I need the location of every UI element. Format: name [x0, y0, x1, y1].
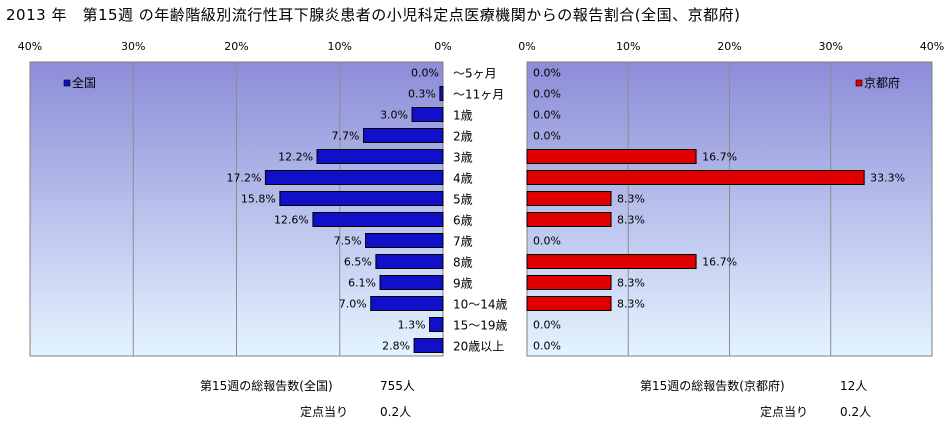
- national-data-label: 15.8%: [241, 193, 276, 206]
- national-data-label: 7.0%: [339, 298, 367, 311]
- kyoto-bar: [526, 191, 612, 206]
- national-data-label: 12.6%: [274, 214, 309, 227]
- national-data-label: 2.8%: [382, 340, 410, 353]
- national-bar: [375, 254, 444, 269]
- national-per-label: 定点当り: [300, 405, 349, 419]
- age-category-label: 〜5ヶ月: [453, 67, 497, 81]
- age-category-label: 7歳: [453, 235, 473, 249]
- kyoto-tick-label: 0%: [518, 40, 535, 53]
- national-legend-label: 全国: [72, 75, 96, 90]
- kyoto-data-label: 0.0%: [533, 67, 561, 80]
- chart-title: 2013 年 第15週 の年齢階級別流行性耳下腺炎患者の小児科定点医療機関からの…: [6, 6, 741, 24]
- kyoto-legend-swatch: [855, 79, 863, 87]
- national-chart: 40% 30% 20% 10% 0% 0.0% 0.3%3.0% 7.7% 12.2% 17.2%…: [18, 40, 452, 357]
- age-category-label: 6歳: [453, 214, 473, 228]
- kyoto-total-value: 12人: [840, 379, 868, 393]
- national-tick-label: 0%: [434, 40, 451, 53]
- kyoto-data-label: 0.0%: [533, 88, 561, 101]
- kyoto-bar: [526, 149, 697, 164]
- national-total-label: 第15週の総報告数(全国): [200, 379, 333, 393]
- national-bar: [411, 107, 444, 122]
- kyoto-total-label: 第15週の総報告数(京都府): [640, 379, 785, 393]
- national-tick-label: 10%: [328, 40, 352, 53]
- national-bar: [429, 317, 444, 332]
- national-data-label: 1.3%: [398, 319, 426, 332]
- age-category-label: 8歳: [453, 256, 473, 270]
- kyoto-bar: [526, 170, 865, 185]
- age-category-labels: 〜5ヶ月〜11ヶ月 1歳 2歳 3歳 4歳 5歳 6歳 7歳 8歳 9歳 10〜14歳 15〜19歳 2…: [453, 67, 508, 354]
- age-category-label: 2歳: [453, 130, 473, 144]
- national-plot-area: [29, 61, 444, 357]
- age-category-label: 5歳: [453, 193, 473, 207]
- national-bar: [264, 170, 444, 185]
- national-total-value: 755人: [380, 379, 415, 393]
- age-category-label: 4歳: [453, 172, 473, 186]
- kyoto-bar: [526, 212, 612, 227]
- kyoto-data-label: 0.0%: [533, 340, 561, 353]
- age-category-label: 20歳以上: [453, 340, 504, 354]
- age-category-label: 15〜19歳: [453, 319, 508, 333]
- national-data-label: 6.5%: [344, 256, 372, 269]
- kyoto-data-label: 0.0%: [533, 235, 561, 248]
- kyoto-data-label: 8.3%: [617, 277, 645, 290]
- kyoto-data-label: 0.0%: [533, 130, 561, 143]
- national-bar: [370, 296, 444, 311]
- national-data-label: 0.3%: [408, 88, 436, 101]
- national-tick-label: 30%: [121, 40, 145, 53]
- age-category-label: 〜11ヶ月: [453, 88, 504, 102]
- national-bar: [279, 191, 444, 206]
- kyoto-tick-label: 10%: [616, 40, 640, 53]
- age-category-label: 9歳: [453, 277, 473, 291]
- national-tick-label: 40%: [18, 40, 42, 53]
- kyoto-data-label: 0.0%: [533, 319, 561, 332]
- kyoto-bar: [526, 254, 697, 269]
- kyoto-chart: 0% 10% 20% 30% 40% 0.0% 0.0% 0.0% 0.0% 16.7% 33.3%…: [518, 40, 944, 357]
- national-data-label: 6.1%: [348, 277, 376, 290]
- national-bar: [439, 86, 444, 101]
- kyoto-data-label: 0.0%: [533, 109, 561, 122]
- national-bar: [365, 233, 444, 248]
- national-data-label: 7.5%: [334, 235, 362, 248]
- national-bar: [316, 149, 444, 164]
- kyoto-per-label: 定点当り: [760, 405, 809, 419]
- kyoto-bar: [526, 275, 612, 290]
- national-bar: [312, 212, 444, 227]
- national-data-label: 0.0%: [411, 67, 439, 80]
- kyoto-tick-label: 20%: [717, 40, 741, 53]
- kyoto-bar: [526, 296, 612, 311]
- national-tick-label: 20%: [224, 40, 248, 53]
- kyoto-data-label: 33.3%: [870, 172, 905, 185]
- kyoto-data-label: 16.7%: [702, 151, 737, 164]
- national-bar: [413, 338, 444, 353]
- national-per-value: 0.2人: [380, 405, 412, 419]
- national-data-label: 17.2%: [226, 172, 261, 185]
- kyoto-data-label: 8.3%: [617, 214, 645, 227]
- kyoto-tick-label: 40%: [920, 40, 944, 53]
- age-category-label: 10〜14歳: [453, 298, 508, 312]
- kyoto-tick-label: 30%: [819, 40, 843, 53]
- national-data-label: 7.7%: [332, 130, 360, 143]
- national-bar: [379, 275, 444, 290]
- kyoto-per-value: 0.2人: [840, 405, 872, 419]
- national-bar: [362, 128, 444, 143]
- national-legend-swatch: [63, 79, 71, 87]
- kyoto-data-label: 8.3%: [617, 298, 645, 311]
- national-data-label: 12.2%: [278, 151, 313, 164]
- kyoto-data-label: 8.3%: [617, 193, 645, 206]
- age-category-label: 1歳: [453, 109, 473, 123]
- kyoto-legend-label: 京都府: [864, 75, 900, 90]
- age-category-label: 3歳: [453, 151, 473, 165]
- kyoto-data-label: 16.7%: [702, 256, 737, 269]
- kyoto-plot-area: [526, 61, 933, 357]
- national-data-label: 3.0%: [380, 109, 408, 122]
